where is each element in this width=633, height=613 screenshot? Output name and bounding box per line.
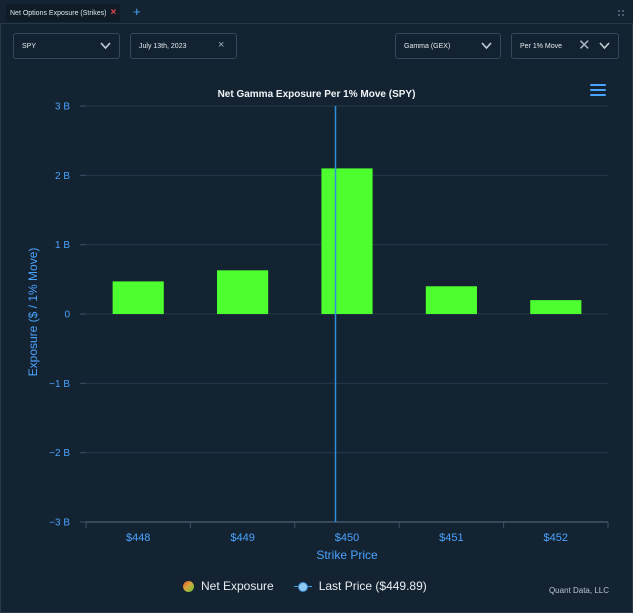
y-tick-label: 3 B <box>55 102 70 113</box>
chart-credit: Quant Data, LLC <box>548 586 609 595</box>
x-tick-label: $448 <box>126 532 150 544</box>
clear-unit-icon[interactable]: ✕ <box>578 37 591 54</box>
greek-select[interactable]: Gamma (GEX) <box>395 33 501 59</box>
legend-label-last-price: Last Price ($449.89) <box>318 579 427 593</box>
legend-label-net-exposure: Net Exposure <box>201 579 274 593</box>
greek-value: Gamma (GEX) <box>404 42 451 50</box>
clear-date-icon[interactable]: × <box>218 39 225 51</box>
unit-value: Per 1% Move <box>520 42 563 50</box>
legend-dot-icon <box>183 580 194 592</box>
unit-select[interactable]: Per 1% Move ✕ <box>511 33 619 59</box>
tab-bar: Net Options Exposure (Strikes) × + <box>0 0 633 24</box>
bar-net-exposure <box>425 286 477 314</box>
chart-legend: Net Exposure Last Price ($449.89) <box>183 579 427 593</box>
bar-net-exposure <box>217 270 269 314</box>
legend-item-last-price[interactable]: Last Price ($449.89) <box>293 579 427 593</box>
chevron-down-icon <box>599 42 610 49</box>
x-tick-label: $450 <box>335 532 359 544</box>
close-tab-icon[interactable]: × <box>110 7 117 18</box>
x-tick-label: $451 <box>439 532 463 544</box>
ticker-value: SPY <box>22 42 37 50</box>
chevron-down-icon <box>481 42 492 49</box>
bar-net-exposure <box>112 281 164 314</box>
legend-line-icon <box>293 581 312 592</box>
y-tick-label: −3 B <box>49 518 70 529</box>
y-tick-label: 2 B <box>55 171 70 182</box>
tab-net-options-exposure[interactable]: Net Options Exposure (Strikes) × <box>6 4 121 22</box>
tab-label: Net Options Exposure (Strikes) <box>10 9 107 17</box>
bar-net-exposure <box>321 168 373 314</box>
y-tick-label: 1 B <box>55 240 70 251</box>
add-tab-icon[interactable]: + <box>133 4 141 19</box>
ticker-select[interactable]: SPY <box>13 33 120 59</box>
legend-item-net-exposure[interactable]: Net Exposure <box>183 579 274 593</box>
date-value: July 13th, 2023 <box>139 42 187 50</box>
y-axis-title: Exposure ($ / 1% Move) <box>26 248 40 377</box>
x-tick-label: $449 <box>230 532 254 544</box>
y-tick-label: −1 B <box>49 379 70 390</box>
chevron-down-icon <box>100 42 111 49</box>
date-picker[interactable]: July 13th, 2023 × <box>130 33 237 59</box>
hamburger-menu-icon[interactable] <box>590 84 606 96</box>
x-axis-title: Strike Price <box>316 548 378 562</box>
chart-title: Net Gamma Exposure Per 1% Move (SPY) <box>217 89 416 100</box>
y-tick-label: −2 B <box>49 448 70 459</box>
bar-net-exposure <box>530 300 582 314</box>
y-tick-label: 0 <box>64 310 70 321</box>
drag-handle-icon[interactable] <box>618 10 624 16</box>
x-tick-label: $452 <box>544 532 568 544</box>
